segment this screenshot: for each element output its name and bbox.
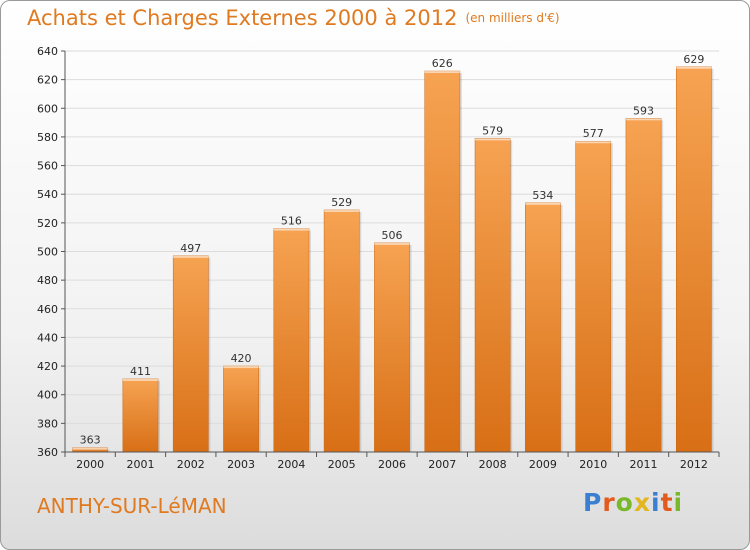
x-tick-label: 2011 [630, 458, 658, 471]
bar-highlight [625, 118, 662, 121]
bar [273, 228, 310, 453]
data-label: 626 [432, 57, 453, 70]
logo-letter: t [660, 488, 674, 517]
bar [374, 242, 410, 453]
bar-highlight [575, 141, 611, 144]
x-tick-label: 2012 [680, 458, 708, 471]
y-tick-label: 480 [37, 274, 58, 287]
bar [223, 365, 259, 453]
chart-subtitle: (en milliers d'€) [465, 11, 560, 25]
logo-letter: o [615, 488, 634, 517]
x-tick-label: 2000 [76, 458, 104, 471]
y-tick-label: 520 [37, 217, 58, 230]
x-tick-label: 2005 [328, 458, 356, 471]
data-label: 534 [532, 189, 553, 202]
y-tick-label: 400 [37, 389, 58, 402]
data-label: 577 [583, 127, 604, 140]
bar [675, 66, 712, 453]
logo-letter: P [583, 488, 603, 517]
y-tick-label: 540 [37, 188, 58, 201]
logo-letter: r [602, 488, 616, 517]
logo-letter: i [673, 488, 684, 517]
y-tick-label: 420 [37, 360, 58, 373]
logo-letter: i [651, 488, 661, 517]
bar-highlight [223, 366, 259, 369]
bar-highlight [475, 138, 511, 141]
y-tick-label: 640 [37, 45, 58, 58]
bar-highlight [273, 228, 309, 231]
data-label: 516 [281, 215, 302, 228]
y-tick-label: 560 [37, 160, 58, 173]
bar-highlight [424, 71, 460, 74]
chart-title-group: Achats et Charges Externes 2000 à 2012 (e… [27, 6, 560, 30]
bar [424, 70, 461, 453]
bar-highlight [676, 66, 712, 69]
data-label: 363 [80, 434, 101, 447]
bar-highlight [173, 255, 209, 258]
bars: 363 411 497 420 516 529 506 626 579 534 577 593 629 [72, 53, 714, 453]
axes: 360 380 400 420 440 460 480 500 520 540 560 580 600 6… [37, 45, 720, 471]
place-name: ANTHY-SUR-LéMAN [37, 494, 227, 518]
x-tick-label: 2009 [529, 458, 557, 471]
bar [474, 138, 511, 453]
bar-highlight [525, 202, 561, 205]
bar-highlight [72, 447, 108, 450]
data-label: 593 [633, 104, 654, 117]
x-tick-label: 2003 [227, 458, 255, 471]
y-tick-label: 500 [37, 246, 58, 259]
y-tick-label: 600 [37, 102, 58, 115]
data-label: 506 [382, 229, 403, 242]
chart-title: Achats et Charges Externes 2000 à 2012 [27, 6, 458, 30]
data-label: 629 [683, 53, 704, 66]
x-tick-label: 2008 [479, 458, 507, 471]
bar [172, 255, 209, 453]
x-tick-label: 2006 [378, 458, 406, 471]
logo-letter: x [633, 488, 651, 517]
y-tick-label: 580 [37, 131, 58, 144]
proxiti-logo: Proxiti [583, 488, 683, 517]
x-tick-label: 2004 [277, 458, 305, 471]
bar [323, 209, 360, 453]
data-label: 529 [331, 196, 352, 209]
bar [122, 378, 159, 453]
y-tick-label: 460 [37, 303, 58, 316]
data-label: 420 [231, 352, 252, 365]
x-tick-label: 2001 [126, 458, 154, 471]
bar [525, 202, 561, 453]
bar [575, 140, 612, 453]
x-tick-label: 2002 [177, 458, 205, 471]
x-tick-label: 2007 [428, 458, 456, 471]
x-tick-label: 2010 [579, 458, 607, 471]
data-label: 579 [482, 124, 503, 137]
data-label: 411 [130, 365, 151, 378]
y-tick-label: 440 [37, 331, 58, 344]
bar [625, 118, 662, 453]
bar-highlight [324, 209, 360, 212]
data-label: 497 [180, 242, 201, 255]
y-tick-label: 620 [37, 74, 58, 87]
bar-highlight [374, 242, 410, 245]
bar-highlight [122, 378, 159, 381]
y-tick-label: 360 [37, 446, 58, 459]
y-tick-label: 380 [37, 417, 58, 430]
